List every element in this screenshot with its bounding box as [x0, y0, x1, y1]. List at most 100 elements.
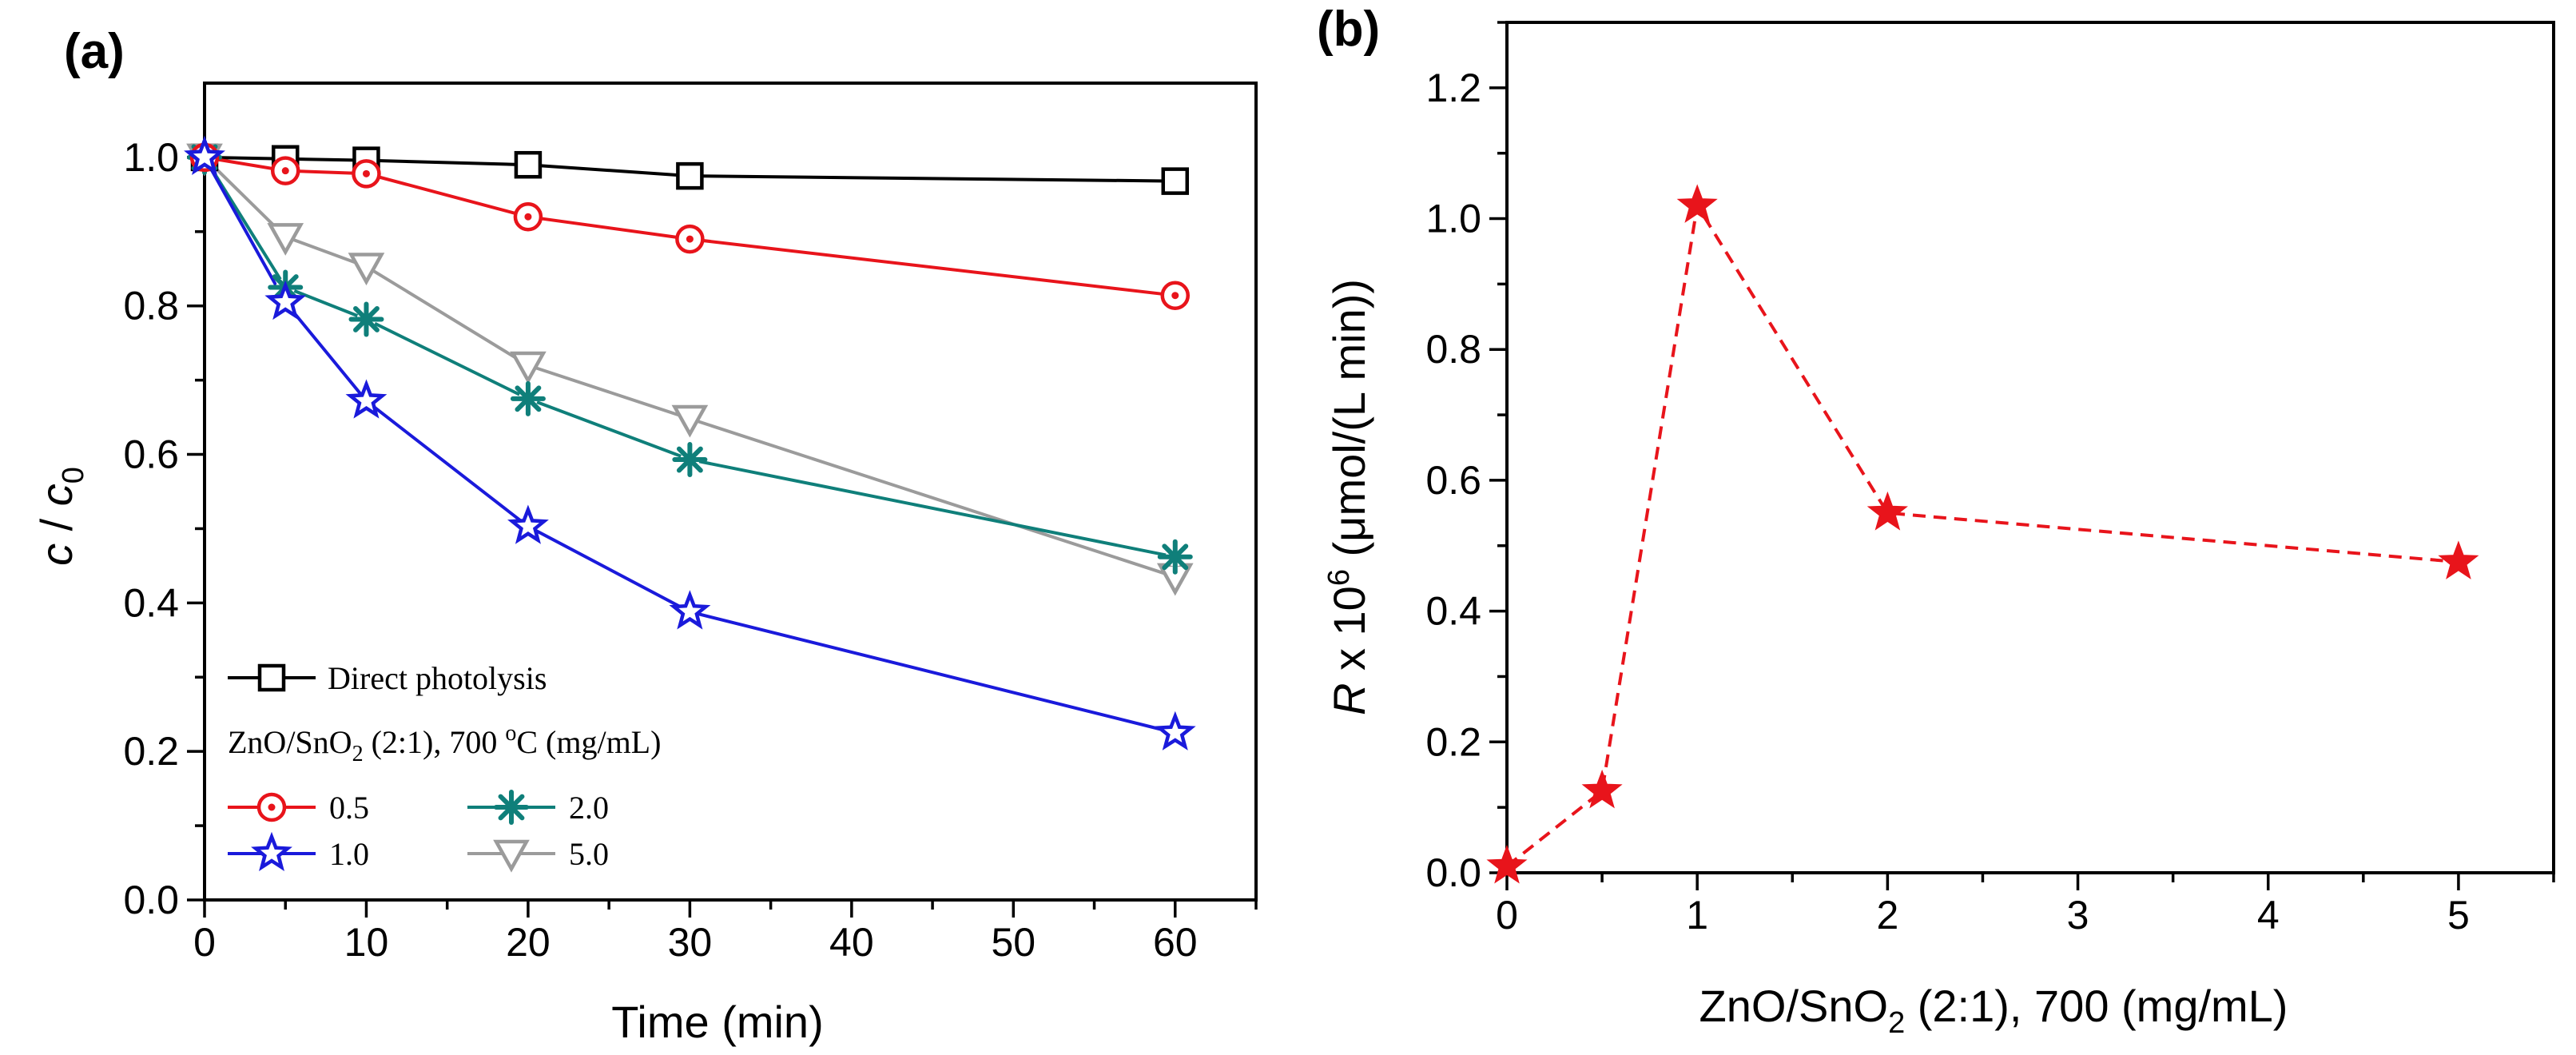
legend-group-mid: (2:1), 700	[364, 724, 506, 760]
panel-a-x-tick-label: 0	[193, 920, 216, 965]
data-point-star	[184, 135, 225, 175]
data-point-star	[1154, 711, 1196, 750]
panel-a-y-axis-sep: /	[31, 506, 81, 543]
data-point-asterisk-arm	[676, 446, 703, 473]
data-point-asterisk-arm	[1162, 543, 1189, 571]
panel-a-x-tick-label: 50	[991, 920, 1036, 965]
panel-b-y-tick-label: 0.2	[1425, 719, 1481, 764]
panel-b-x-axis-post: (2:1), 700 (mg/mL)	[1905, 981, 2288, 1031]
data-point-circle-dot-dot	[362, 169, 370, 177]
legend-label-1-0: 1.0	[329, 836, 369, 872]
panel-b-x-axis-sub: 2	[1888, 1006, 1905, 1040]
panel-b-y-tick-label: 0.0	[1425, 850, 1481, 895]
panel-b-y-axis-post: (μmol/(L min))	[1324, 279, 1374, 569]
panel-b-y-axis-pre: x 10	[1324, 586, 1374, 683]
legend-marker-asterisk	[494, 790, 529, 825]
legend-group-post: C (mg/mL)	[516, 724, 661, 760]
panel-a-frame	[203, 82, 1258, 902]
panel-b-y-tick-label: 1.0	[1425, 197, 1481, 241]
legend-marker-star	[251, 831, 292, 872]
data-point-asterisk-arm	[353, 306, 380, 332]
panel-b-x-tick-label: 1	[1686, 893, 1708, 938]
panel-a-y-axis-var: c	[31, 543, 81, 566]
panel-a-x-tick-label: 30	[668, 920, 713, 965]
data-point-star	[2438, 540, 2479, 579]
data-point-circle-dot	[675, 224, 705, 254]
panel-a-label: (a)	[64, 24, 125, 79]
legend-marker-square	[257, 663, 286, 692]
panel-b-y-axis-var: R	[1324, 683, 1374, 715]
data-point-triangle-down	[348, 253, 385, 286]
data-point-asterisk	[1157, 539, 1193, 575]
panel-a-y-tick-label: 0.6	[123, 432, 179, 477]
panel-b-x-axis-title: ZnO/SnO2 (2:1), 700 (mg/mL)	[1699, 981, 2288, 1040]
panel-b-x-axis-pre: ZnO/SnO	[1699, 981, 1889, 1031]
legend-direct-label: Direct photolysis	[328, 660, 547, 696]
data-point-circle-dot	[352, 159, 381, 189]
data-point-asterisk	[672, 442, 708, 478]
data-point-asterisk	[510, 380, 546, 416]
data-point-circle-dot-dot	[1171, 292, 1179, 300]
data-point-circle-dot-dot	[524, 213, 532, 221]
panel-b-x-tick-label: 4	[2257, 893, 2280, 938]
data-point-circle-dot-dot	[686, 235, 694, 243]
series-line-r	[1505, 201, 2459, 868]
legend-marker-circle-dot-dot	[268, 803, 276, 811]
series-line-5-0	[203, 156, 1176, 579]
panel-a-plot-area: 0 10 20 30 40 50 60 0.0 0.2 0.4 0.6 0.8 1.0	[123, 82, 1258, 965]
panel-b-y-axis-title: R x 106 (μmol/(L min))	[1322, 279, 1374, 715]
data-point-triangle-down	[510, 351, 547, 384]
data-point-triangle-down	[267, 223, 304, 256]
data-point-star	[345, 379, 388, 419]
panel-b-plot-area: 0 1 2 3 4 5 0.0 0.2 0.4 0.6 0.8 1.0 1.2	[1425, 21, 2555, 938]
panel-a-y-axis-title: c / c0	[31, 467, 90, 566]
panel-a-y-tick-label: 0.0	[123, 878, 179, 922]
legend-group-pre: ZnO/SnO	[228, 724, 352, 760]
data-point-square	[676, 161, 704, 190]
panel-a-y-tick-label: 1.0	[123, 135, 179, 180]
data-point-star	[507, 504, 549, 544]
legend-label-2-0: 2.0	[569, 790, 609, 826]
panel-b-x-tick-label: 5	[2447, 893, 2470, 938]
panel-a-legend: Direct photolysis ZnO/SnO2 (2:1), 700 oC…	[228, 660, 661, 873]
panel-a-y-axis-var2: c	[31, 484, 81, 506]
data-point-asterisk-arm	[515, 385, 542, 412]
data-point-circle-dot	[270, 156, 300, 185]
panel-b-x-tick-label: 3	[2067, 893, 2089, 938]
panel-b-x-tick-label: 0	[1496, 893, 1518, 938]
data-point-square	[1161, 167, 1190, 195]
data-point-square	[514, 150, 543, 179]
panel-b-frame	[1505, 21, 2555, 874]
data-point-star	[1486, 844, 1528, 884]
panel-b-y-axis-sup: 6	[1322, 569, 1356, 586]
series-line-1-0	[203, 156, 1176, 735]
data-point-star	[669, 590, 711, 630]
legend-marker-triangle-down	[493, 839, 530, 873]
panel-a-x-tick-label: 40	[829, 920, 874, 965]
legend-group-sub: 2	[352, 742, 364, 766]
panel-b-label: (b)	[1317, 2, 1380, 57]
panel-b-y-tick-label: 0.8	[1425, 327, 1481, 372]
legend-label-0-5: 0.5	[329, 790, 369, 826]
legend-label-5-0: 5.0	[569, 836, 609, 872]
legend-group-sup: o	[505, 721, 516, 746]
panel-b-y-tick-label: 1.2	[1425, 66, 1481, 110]
panel-a: (a) 0 10 20 30 40 50 600.00.20.40.60.81.0 Time…	[31, 24, 1258, 1047]
data-point-star	[1676, 184, 1718, 223]
panel-a-x-tick-label: 60	[1153, 920, 1198, 965]
data-point-star	[1581, 769, 1623, 809]
legend-group-title: ZnO/SnO2 (2:1), 700 oC (mg/mL)	[228, 721, 661, 766]
panel-a-x-tick-label: 10	[344, 920, 389, 965]
data-point-asterisk	[348, 301, 384, 337]
panel-a-y-tick-label: 0.8	[123, 284, 179, 328]
panel-a-y-axis-sub: 0	[57, 467, 90, 484]
data-point-circle-dot	[1160, 281, 1191, 310]
panel-b: (b) 0 1 2 3 4 5 0.0 0.2 0.4 0.6 0.8 1.0 1.2 ZnO/SnO2…	[1317, 2, 2555, 1040]
panel-b-y-tick-label: 0.6	[1425, 458, 1481, 503]
data-point-circle-dot	[513, 201, 543, 232]
series-line-2-0	[203, 156, 1176, 559]
panel-b-y-tick-label: 0.4	[1425, 589, 1481, 634]
legend-marker-asterisk-arm	[498, 794, 525, 821]
data-point-star	[264, 280, 307, 320]
